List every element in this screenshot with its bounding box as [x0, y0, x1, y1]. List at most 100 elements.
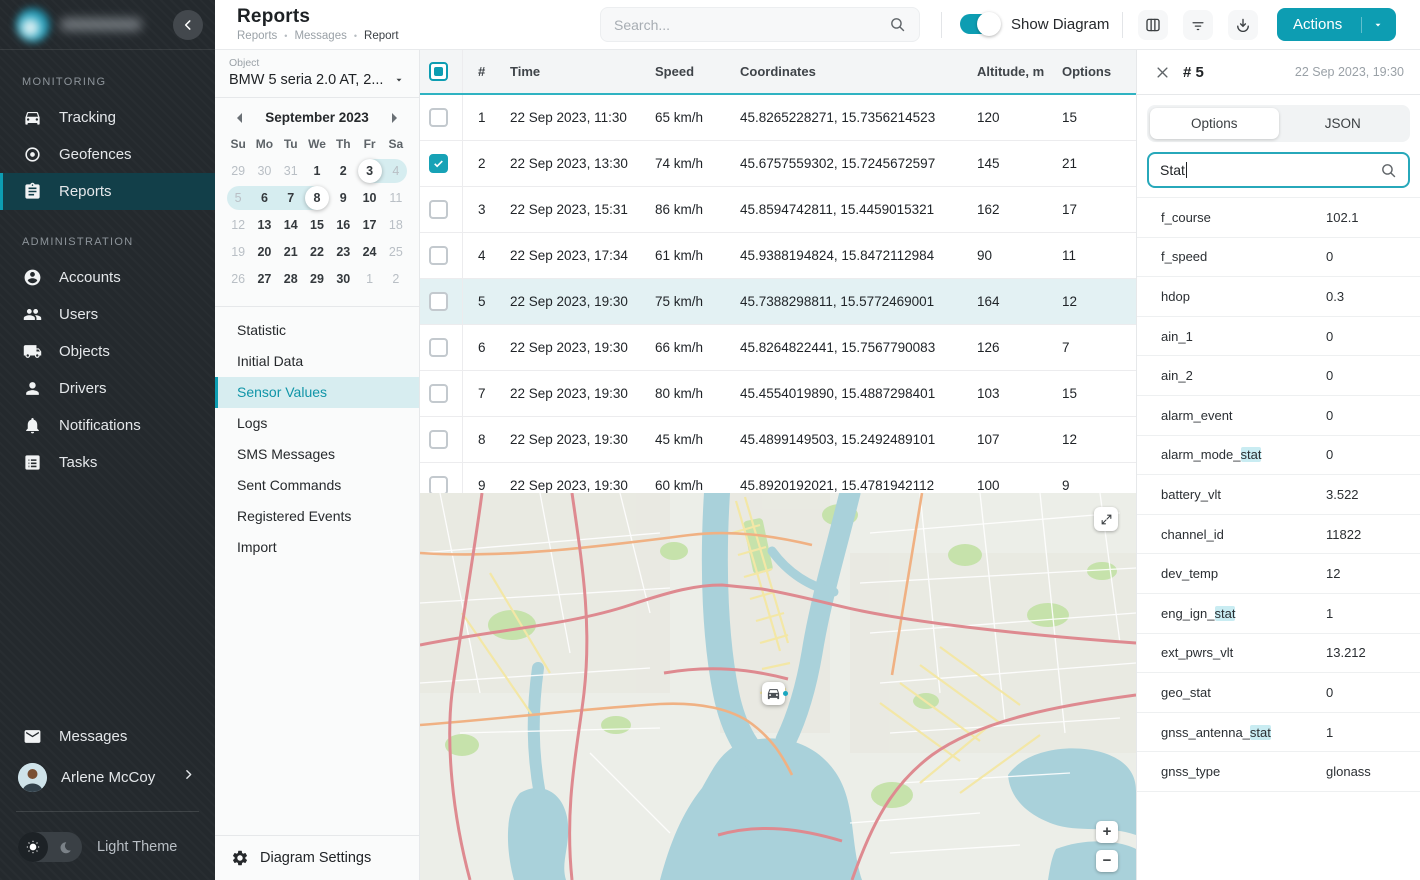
diagram-settings-button[interactable]: Diagram Settings	[231, 849, 371, 867]
calendar-next-button[interactable]	[383, 111, 405, 125]
report-type-statistic[interactable]: Statistic	[215, 315, 419, 346]
actions-button[interactable]: Actions	[1277, 8, 1396, 41]
calendar-day[interactable]: 4	[383, 158, 409, 184]
report-type-sms-messages[interactable]: SMS Messages	[215, 439, 419, 470]
calendar-day[interactable]: 19	[225, 239, 251, 265]
table-row[interactable]: 5 22 Sep 2023, 19:30 75 km/h 45.73882988…	[420, 279, 1136, 325]
map-expand-button[interactable]	[1094, 507, 1118, 531]
sidebar-item-tracking[interactable]: Tracking	[0, 99, 215, 136]
report-type-initial-data[interactable]: Initial Data	[215, 346, 419, 377]
column-header-coordinates[interactable]: Coordinates	[740, 64, 977, 79]
calendar-day[interactable]: 21	[278, 239, 304, 265]
calendar-day[interactable]: 6	[251, 185, 277, 211]
search-input[interactable]: Search...	[600, 7, 920, 42]
sidebar-item-users[interactable]: Users	[0, 296, 215, 333]
calendar-day[interactable]: 5	[225, 185, 251, 211]
user-menu[interactable]: Arlene McCoy	[0, 755, 215, 799]
calendar-day[interactable]: 15	[304, 212, 330, 238]
calendar-prev-button[interactable]	[229, 111, 251, 125]
calendar-day[interactable]: 27	[251, 266, 277, 292]
calendar-day[interactable]: 29	[304, 266, 330, 292]
show-diagram-toggle[interactable]	[960, 14, 998, 34]
sidebar-item-tasks[interactable]: Tasks	[0, 444, 215, 481]
calendar-day[interactable]: 10	[356, 185, 382, 211]
tab-options[interactable]: Options	[1150, 108, 1279, 139]
sidebar-item-objects[interactable]: Objects	[0, 333, 215, 370]
table-row[interactable]: 4 22 Sep 2023, 17:34 61 km/h 45.93881948…	[420, 233, 1136, 279]
calendar-day[interactable]: 3	[356, 158, 382, 184]
row-checkbox[interactable]	[429, 338, 448, 357]
calendar-day[interactable]: 18	[383, 212, 409, 238]
row-checkbox[interactable]	[429, 476, 448, 493]
calendar-day[interactable]: 28	[278, 266, 304, 292]
vehicle-marker[interactable]	[762, 682, 785, 705]
calendar-day[interactable]: 9	[330, 185, 356, 211]
breadcrumb-item-reports[interactable]: Reports	[237, 30, 277, 42]
tab-json[interactable]: JSON	[1279, 108, 1408, 139]
table-row[interactable]: 3 22 Sep 2023, 15:31 86 km/h 45.85947428…	[420, 187, 1136, 233]
calendar-day[interactable]: 13	[251, 212, 277, 238]
sidebar-item-reports[interactable]: Reports	[0, 173, 215, 210]
report-type-sent-commands[interactable]: Sent Commands	[215, 470, 419, 501]
report-type-registered-events[interactable]: Registered Events	[215, 501, 419, 532]
calendar-day[interactable]: 26	[225, 266, 251, 292]
map-zoom-in-button[interactable]: +	[1096, 821, 1118, 843]
sidebar-item-drivers[interactable]: Drivers	[0, 370, 215, 407]
sidebar-item-notifications[interactable]: Notifications	[0, 407, 215, 444]
sidebar-item-messages[interactable]: Messages	[0, 718, 215, 755]
table-row[interactable]: 1 22 Sep 2023, 11:30 65 km/h 45.82652282…	[420, 95, 1136, 141]
table-row[interactable]: 6 22 Sep 2023, 19:30 66 km/h 45.82648224…	[420, 325, 1136, 371]
theme-toggle[interactable]	[18, 832, 82, 862]
calendar-day[interactable]: 12	[225, 212, 251, 238]
calendar-day[interactable]: 30	[251, 158, 277, 184]
calendar-day[interactable]: 1	[356, 266, 382, 292]
sidebar-item-accounts[interactable]: Accounts	[0, 259, 215, 296]
breadcrumb-item-messages[interactable]: Messages	[284, 30, 347, 42]
object-select[interactable]: Object BMW 5 seria 2.0 AT, 2...	[215, 50, 419, 98]
row-checkbox[interactable]	[429, 292, 448, 311]
calendar-day[interactable]: 8	[304, 185, 330, 211]
row-checkbox[interactable]	[429, 200, 448, 219]
column-header-speed[interactable]: Speed	[655, 64, 740, 79]
calendar-day[interactable]: 25	[383, 239, 409, 265]
report-type-sensor-values[interactable]: Sensor Values	[215, 377, 419, 408]
calendar-day[interactable]: 31	[278, 158, 304, 184]
calendar-day[interactable]: 2	[330, 158, 356, 184]
calendar-day[interactable]: 30	[330, 266, 356, 292]
filter-button[interactable]	[1183, 10, 1213, 40]
report-type-import[interactable]: Import	[215, 532, 419, 563]
select-all-checkbox[interactable]	[429, 62, 448, 81]
calendar-day[interactable]: 23	[330, 239, 356, 265]
params-search-input[interactable]: Stat	[1147, 152, 1410, 188]
calendar-day[interactable]: 29	[225, 158, 251, 184]
row-checkbox[interactable]	[429, 108, 448, 127]
column-header-options[interactable]: Options	[1062, 64, 1136, 79]
column-header-altitude-m[interactable]: Altitude, m	[977, 64, 1062, 79]
columns-button[interactable]	[1138, 10, 1168, 40]
table-row[interactable]: 9 22 Sep 2023, 19:30 60 km/h 45.89201920…	[420, 463, 1136, 493]
sidebar-item-geofences[interactable]: Geofences	[0, 136, 215, 173]
breadcrumb-item-report[interactable]: Report	[354, 30, 399, 42]
row-checkbox[interactable]	[429, 384, 448, 403]
table-row[interactable]: 8 22 Sep 2023, 19:30 45 km/h 45.48991495…	[420, 417, 1136, 463]
calendar-day[interactable]: 20	[251, 239, 277, 265]
calendar-day[interactable]: 16	[330, 212, 356, 238]
table-row[interactable]: 7 22 Sep 2023, 19:30 80 km/h 45.45540198…	[420, 371, 1136, 417]
map-zoom-out-button[interactable]: −	[1096, 850, 1118, 872]
calendar-day[interactable]: 2	[383, 266, 409, 292]
row-checkbox[interactable]	[429, 430, 448, 449]
calendar-day[interactable]: 24	[356, 239, 382, 265]
calendar-day[interactable]: 14	[278, 212, 304, 238]
map[interactable]: + −	[420, 493, 1136, 880]
row-checkbox[interactable]	[429, 246, 448, 265]
column-header-num[interactable]: #	[462, 50, 510, 93]
sidebar-collapse-button[interactable]	[173, 10, 203, 40]
calendar-day[interactable]: 11	[383, 185, 409, 211]
calendar-day[interactable]: 1	[304, 158, 330, 184]
column-header-time[interactable]: Time	[510, 64, 655, 79]
export-button[interactable]	[1228, 10, 1258, 40]
calendar-day[interactable]: 17	[356, 212, 382, 238]
report-type-logs[interactable]: Logs	[215, 408, 419, 439]
row-checkbox[interactable]	[429, 154, 448, 173]
calendar-day[interactable]: 22	[304, 239, 330, 265]
